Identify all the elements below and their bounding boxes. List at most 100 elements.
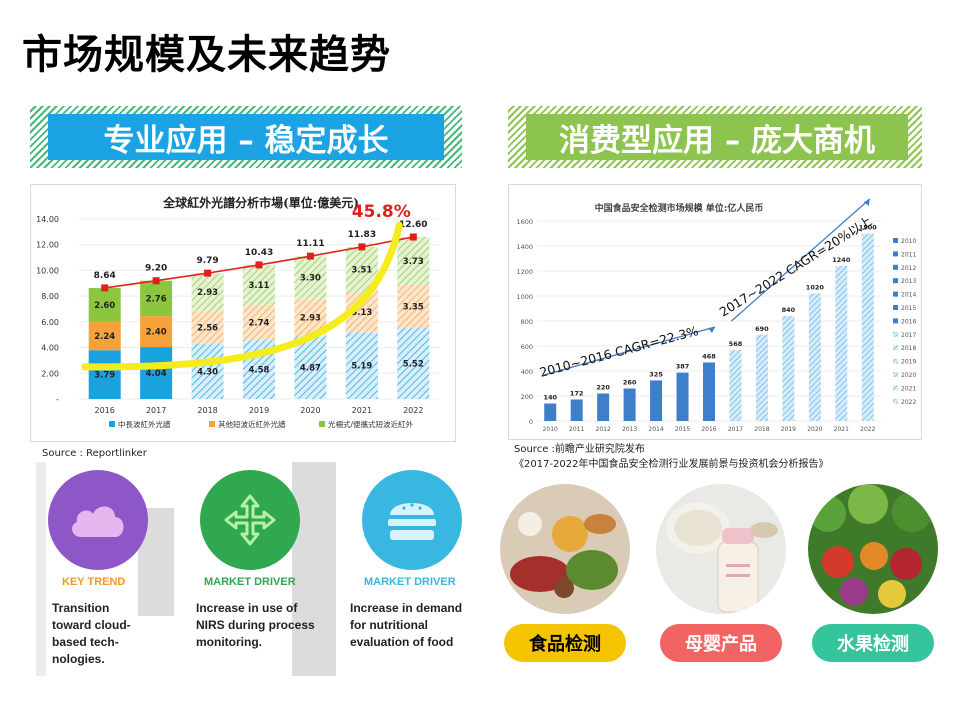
chart2-value-label: 325 (649, 370, 663, 378)
chart2-value-label: 260 (623, 379, 637, 387)
chart1-bar-segment (88, 321, 121, 351)
feature-label-3: MARKET DRIVER (364, 576, 456, 588)
chart1-legend-label: 光柵式/便攜式短波近紅外 (328, 419, 414, 429)
chart2-legend-swatch (893, 305, 898, 310)
chart2-value-label: 690 (755, 325, 769, 333)
chart2-xtick: 2010 (543, 426, 558, 433)
chart2-value-label: 172 (570, 390, 584, 398)
chart2-ytick: 1000 (516, 293, 533, 301)
chart1-ytick: 12.00 (36, 241, 59, 250)
chart2-ytick: 1600 (516, 218, 533, 226)
pill-baby-products-label: 母婴产品 (685, 634, 757, 655)
chart2-value-label: 387 (676, 363, 690, 371)
chart1-value-label: 3.11 (249, 281, 270, 291)
chart1-value-label: 4.30 (197, 367, 218, 377)
chart2-xtick: 2017 (728, 426, 743, 433)
chart1-legend-label: 其他短波近紅外光譜 (218, 419, 286, 429)
chart1-value-label: 5.52 (403, 360, 424, 370)
chart1-value-label: 2.56 (197, 323, 218, 333)
chart1-value-label: 2.76 (146, 294, 167, 304)
chart2-legend-swatch (893, 264, 898, 270)
chart1-bar-segment (140, 280, 173, 317)
feature-market-driver-1: MARKET DRIVER Increase in use of NIRS du… (196, 470, 354, 651)
chart2-bar (835, 266, 848, 421)
feature-circle-3 (362, 470, 462, 570)
chart2-bar (676, 372, 689, 421)
chart1-bar-segment (140, 347, 173, 399)
chart1-value-label: 4.87 (300, 364, 321, 374)
chart1-bar-segment (397, 237, 430, 285)
chart1-total-marker (358, 243, 366, 251)
chart2-xtick: 2013 (622, 426, 637, 433)
chart2-legend-label: 2021 (901, 385, 916, 392)
feature-label-2: MARKET DRIVER (204, 576, 296, 588)
chart2-xtick: 2011 (569, 426, 584, 433)
feature-circle-2 (200, 470, 300, 570)
food-image (500, 484, 630, 614)
chart2-legend-swatch (893, 331, 898, 337)
chart2-bar (861, 233, 874, 421)
chart2-bar (755, 334, 768, 421)
chart2-bar (703, 362, 715, 421)
chart2-bar (570, 399, 583, 421)
chart1-value-label: 2.40 (146, 328, 167, 338)
left-banner-wrap: 专业应用 – 稳定成长 (30, 106, 462, 168)
milk-image (656, 484, 786, 614)
right-chart-frame: 中国食品安全检测市场规模 单位:亿人民币 0 200 400 600 800 1000 120… (508, 184, 922, 440)
chart1-xtick: 2021 (352, 406, 372, 415)
chart1-value-label: 3.30 (300, 274, 321, 284)
pill-fruit-testing[interactable]: 水果检测 (812, 624, 934, 662)
chart2-bar (544, 403, 557, 421)
chart1-xtick: 2020 (300, 406, 320, 415)
chart1-bar-segment (294, 336, 327, 399)
chart1-value-label: 2.93 (300, 314, 321, 324)
chart1-legend-swatch (209, 421, 215, 427)
chart2-value-label: 140 (543, 394, 557, 402)
chart1-total-marker (409, 233, 417, 241)
chart2-bar (808, 293, 821, 421)
chart2-title: 中国食品安全检测市场规模 单位:亿人民币 (595, 202, 764, 214)
chart1-bar-segment (88, 350, 121, 399)
left-banner: 专业应用 – 稳定成长 (48, 114, 444, 160)
right-source-line-1: Source :前瞻产业研究院发布 (514, 444, 645, 455)
chart2-legend-swatch (893, 251, 898, 257)
chart1-title: 全球紅外光譜分析市場(單位:億美元) (162, 195, 359, 210)
right-banner: 消费型应用 – 庞大商机 (526, 114, 908, 160)
chart2-value-label: 840 (782, 306, 796, 314)
feature-market-driver-2: MARKET DRIVER Increase in demand for nut… (350, 470, 512, 651)
chart2-legend-label: 2020 (901, 372, 916, 379)
chart1-ytick: 10.00 (36, 266, 59, 275)
chart1-xtick: 2022 (403, 406, 423, 415)
chart2-legend-label: 2016 (901, 318, 916, 325)
chart2-xtick: 2019 (781, 426, 796, 433)
page-title: 市场规模及未来趋势 (22, 32, 391, 78)
chart1-bar-segment (191, 343, 224, 399)
chart1-total-label: 10.43 (245, 248, 273, 258)
chart2-arrowhead-2 (863, 199, 870, 206)
chart1-total-marker (306, 252, 314, 260)
chart1-bar-segment (294, 256, 327, 299)
chart1-bar-segment (191, 310, 224, 344)
chart2-legend-label: 2018 (901, 345, 916, 352)
left-source: Source : Reportlinker (42, 448, 147, 459)
chart2-ytick: 600 (521, 343, 533, 351)
chart2-legend-swatch (893, 398, 898, 404)
chart2-legend-swatch (893, 372, 898, 377)
chart2-bar (729, 350, 742, 421)
chart1-total-marker (255, 261, 263, 269)
chart2-arrowhead-1 (708, 327, 715, 333)
pill-food-testing[interactable]: 食品检测 (504, 624, 626, 662)
feature-label-1: KEY TREND (62, 576, 126, 588)
chart1-bar-segment (345, 332, 378, 399)
chart2-value-label: 468 (702, 353, 716, 361)
pill-baby-products[interactable]: 母婴产品 (660, 624, 782, 662)
baby-milk-photo (656, 484, 786, 614)
chart2-legend-swatch (893, 318, 898, 324)
chart1-value-label: 3.35 (403, 302, 424, 312)
chart2-bar (623, 388, 636, 421)
chart1-value-label: 5.19 (351, 362, 372, 372)
chart1-ytick: 6.00 (41, 318, 59, 327)
pill-fruit-testing-label: 水果检测 (837, 634, 909, 655)
chart1-total-label: 9.79 (196, 256, 218, 266)
feature-text-1: Transition toward cloud- based tech- nol… (52, 601, 131, 666)
